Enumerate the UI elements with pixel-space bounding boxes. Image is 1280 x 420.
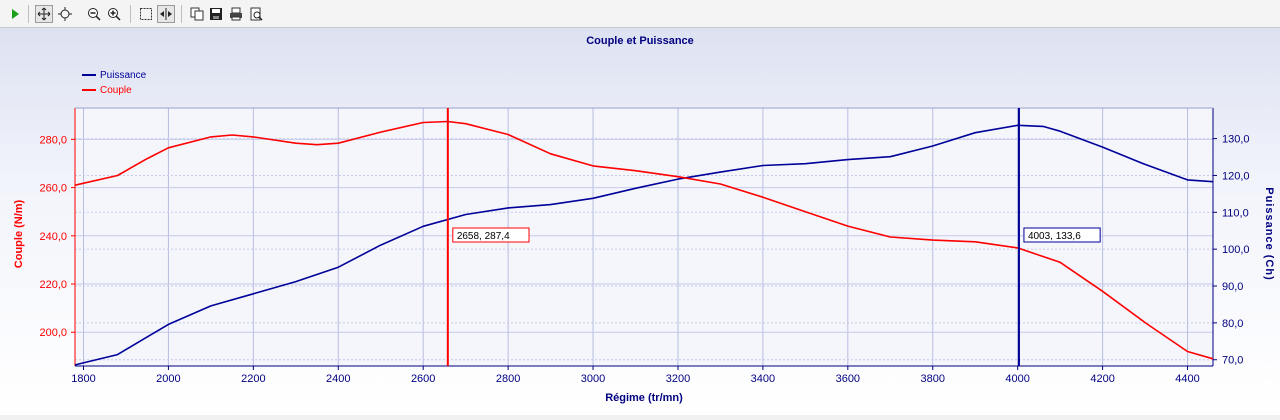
x-axis-label: Régime (tr/mn) [605, 392, 683, 404]
cursor-readout-1: 2658, 287,4 [457, 231, 510, 242]
y-axis-left-label: Couple (N/m) [13, 199, 25, 268]
y-left-tick-label: 220,0 [39, 279, 67, 291]
x-tick-label: 4000 [1005, 373, 1029, 385]
x-tick-label: 2600 [411, 373, 435, 385]
y-right-tick-label: 80,0 [1222, 318, 1243, 330]
zoom-in-icon [108, 8, 121, 21]
cursor-readout-box-1 [452, 227, 530, 243]
zoom-cursor-icon [58, 7, 72, 21]
x-tick-label: 2000 [156, 373, 180, 385]
x-tick-label: 3600 [836, 373, 860, 385]
cursor-readout-box-2 [1023, 227, 1101, 243]
chart-area: 1800 2000 2200 2400 2600 2800 3000 3200 3400 3600… [0, 28, 1280, 415]
legend-label-couple: Couple [100, 85, 132, 96]
x-tick-label: 1800 [71, 373, 95, 385]
select-rect-icon [140, 8, 152, 20]
copy-icon [190, 7, 204, 21]
chart-title: Couple et Puissance [586, 35, 694, 47]
cursor-lines-icon [160, 8, 172, 20]
couple-puissance-chart[interactable]: 1800 2000 2200 2400 2600 2800 3000 3200 3400 3600… [0, 28, 1280, 415]
print-preview-icon [250, 7, 263, 21]
x-tick-label: 3400 [751, 373, 775, 385]
copy-button[interactable] [188, 5, 206, 23]
x-tick-label: 4200 [1090, 373, 1114, 385]
x-tick-label: 3800 [921, 373, 945, 385]
y-left-tick-label: 200,0 [39, 327, 67, 339]
run-button[interactable] [6, 5, 24, 23]
y-right-tick-label: 120,0 [1222, 170, 1250, 182]
y-left-tick-label: 240,0 [39, 231, 67, 243]
y-right-tick-label: 100,0 [1222, 244, 1250, 256]
series-line-puissance [74, 124, 1214, 366]
pan-button[interactable] [35, 5, 53, 23]
y-left-tick-label: 260,0 [39, 183, 67, 195]
toolbar [0, 0, 1280, 28]
x-tick-label: 2200 [241, 373, 265, 385]
cursor-readout-2: 4003, 133,6 [1028, 231, 1081, 242]
x-tick-label: 2800 [496, 373, 520, 385]
y-left-tick-label: 280,0 [39, 134, 67, 146]
zoom-out-icon [88, 8, 101, 21]
y-right-tick-label: 130,0 [1222, 134, 1250, 146]
y-right-tick-label: 110,0 [1222, 207, 1249, 219]
zoom-rect-button[interactable] [56, 5, 74, 23]
save-icon [210, 8, 222, 20]
play-icon [12, 9, 19, 19]
x-tick-label: 3200 [666, 373, 690, 385]
cursor-button[interactable] [157, 5, 175, 23]
y-right-tick-label: 90,0 [1222, 281, 1243, 293]
series-line-couple [74, 120, 1214, 360]
x-tick-label: 3000 [581, 373, 605, 385]
legend-label-puissance: Puissance [100, 70, 147, 81]
zoom-out-button[interactable] [85, 5, 103, 23]
x-tick-label: 2400 [326, 373, 350, 385]
y-axis-right-label: Puissance (Ch) [1263, 187, 1275, 280]
select-button[interactable] [137, 5, 155, 23]
move-icon [37, 7, 51, 21]
x-tick-label: 4400 [1175, 373, 1199, 385]
print-icon [230, 7, 242, 21]
print-preview-button[interactable] [247, 5, 265, 23]
save-button[interactable] [207, 5, 225, 23]
legend: Puissance Couple [82, 70, 147, 96]
print-button[interactable] [227, 5, 245, 23]
y-right-tick-label: 70,0 [1222, 355, 1243, 367]
zoom-in-button[interactable] [105, 5, 123, 23]
